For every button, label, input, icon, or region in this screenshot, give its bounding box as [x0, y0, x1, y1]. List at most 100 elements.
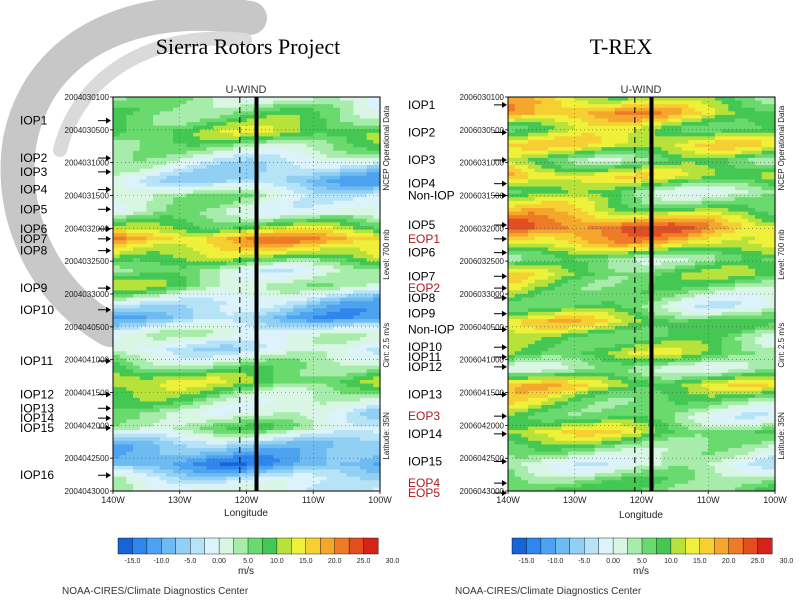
heatmap-cell	[588, 129, 596, 134]
iop-arrowhead	[106, 405, 111, 412]
heatmap-cell	[333, 433, 341, 438]
heatmap-cell	[173, 272, 181, 277]
heatmap-cell	[333, 319, 341, 324]
heatmap-cell	[346, 408, 354, 413]
heatmap-cell	[641, 114, 649, 120]
heatmap-cell	[126, 279, 134, 284]
heatmap-cell	[346, 107, 354, 112]
heatmap-cell	[366, 286, 374, 292]
heatmap-cell	[768, 125, 776, 130]
heatmap-cell	[226, 304, 234, 309]
heatmap-cell	[313, 333, 321, 338]
heatmap-cell	[319, 315, 328, 320]
heatmap-cell	[239, 161, 248, 166]
heatmap-cell	[373, 190, 381, 195]
heatmap-cell	[173, 218, 181, 223]
heatmap-cell	[528, 125, 536, 130]
heatmap-cell	[286, 422, 294, 428]
heatmap-cell	[259, 304, 268, 309]
heatmap-cell	[326, 268, 334, 274]
heatmap-cell	[273, 405, 281, 410]
heatmap-cell	[226, 437, 234, 442]
heatmap-cell	[339, 208, 348, 213]
heatmap-cell	[179, 383, 188, 388]
heatmap-cell	[353, 276, 361, 281]
heatmap-cell	[326, 469, 334, 474]
heatmap-cell	[359, 186, 368, 191]
heatmap-cell	[359, 222, 368, 227]
heatmap-cell	[153, 390, 161, 395]
heatmap-cell	[126, 469, 134, 474]
heatmap-cell	[239, 294, 248, 299]
heatmap-cell	[206, 197, 214, 202]
heatmap-cell	[313, 462, 321, 467]
heatmap-cell	[359, 487, 368, 492]
heatmap-cell	[206, 186, 214, 191]
heatmap-cell	[266, 247, 274, 252]
heatmap-cell	[179, 97, 188, 102]
heatmap-cell	[246, 419, 254, 424]
heatmap-cell	[193, 465, 201, 471]
heatmap-cell	[353, 168, 361, 173]
colorbar-swatch	[161, 537, 177, 555]
heatmap-cell	[166, 208, 174, 213]
heatmap-cell	[179, 272, 188, 277]
heatmap-cell	[186, 97, 194, 102]
heatmap-cell	[159, 104, 167, 109]
heatmap-cell	[366, 365, 374, 370]
heatmap-cell	[313, 200, 321, 206]
heatmap-cell	[279, 383, 288, 388]
heatmap-cell	[246, 415, 254, 420]
heatmap-cell	[333, 265, 341, 270]
heatmap-cell	[126, 107, 134, 112]
heatmap-cell	[153, 290, 161, 295]
heatmap-cell	[226, 225, 234, 231]
heatmap-cell	[313, 476, 321, 481]
heatmap-cell	[179, 172, 188, 177]
heatmap-cell	[326, 408, 334, 413]
heatmap-cell	[133, 487, 141, 492]
heatmap-cell	[293, 379, 301, 385]
heatmap-cell	[754, 111, 763, 116]
heatmap-cell	[313, 122, 321, 127]
heatmap-cell	[166, 104, 174, 109]
heatmap-cell	[179, 251, 188, 256]
heatmap-cell	[286, 276, 294, 281]
heatmap-cell	[259, 351, 268, 356]
heatmap-cell	[219, 222, 228, 227]
heatmap-cell	[113, 197, 121, 202]
colorbar-swatch	[233, 537, 249, 555]
heatmap-cell	[179, 286, 188, 292]
heatmap-cell	[199, 301, 208, 306]
heatmap-cell	[173, 100, 181, 105]
heatmap-cell	[246, 372, 254, 377]
heatmap-cell	[206, 448, 214, 453]
heatmap-cell	[139, 139, 147, 145]
heatmap-cell	[293, 208, 301, 213]
heatmap-cell	[133, 150, 141, 155]
heatmap-cell	[206, 276, 214, 281]
heatmap-cell	[541, 132, 549, 137]
heatmap-cell	[179, 426, 188, 431]
heatmap-cell	[346, 147, 354, 152]
heatmap-cell	[293, 261, 301, 266]
heatmap-cell	[186, 397, 194, 403]
heatmap-cell	[146, 190, 154, 195]
heatmap-cell	[306, 233, 314, 238]
heatmap-cell	[139, 336, 147, 342]
heatmap-cell	[366, 294, 374, 299]
heatmap-cell	[286, 247, 294, 252]
heatmap-cell	[166, 200, 174, 206]
heatmap-cell	[273, 107, 281, 112]
heatmap-cell	[293, 211, 301, 216]
heatmap-cell	[353, 455, 361, 460]
heatmap-cell	[239, 276, 248, 281]
heatmap-cell	[206, 440, 214, 446]
heatmap-cell	[206, 304, 214, 309]
heatmap-cell	[279, 100, 288, 105]
heatmap-cell	[319, 408, 328, 413]
heatmap-cell	[133, 480, 141, 485]
heatmap-cell	[213, 336, 221, 342]
heatmap-cell	[259, 458, 268, 463]
heatmap-cell	[193, 351, 201, 356]
